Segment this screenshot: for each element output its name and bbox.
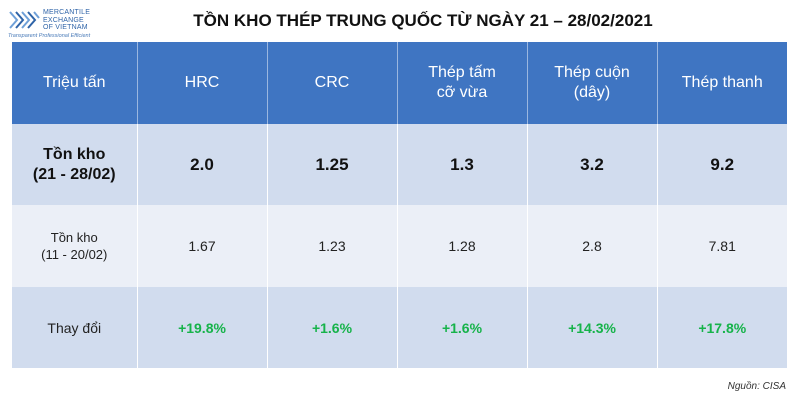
cell-value: 2.0 (137, 124, 268, 205)
cell-value: 1.23 (267, 205, 398, 287)
header-unit: Triệu tấn (12, 42, 138, 124)
row-label-line: Tồn kho (50, 230, 98, 245)
header-line: (dây) (573, 84, 611, 101)
mxv-logo: MERCANTILE EXCHANGE OF VIETNAM Transpare… (6, 6, 126, 40)
page-title: TỒN KHO THÉP TRUNG QUỐC TỪ NGÀY 21 – 28/… (193, 11, 653, 30)
cell-change: +1.6% (267, 287, 398, 368)
row-label-line: (21 - 28/02) (32, 165, 116, 183)
header-crc: CRC (267, 42, 398, 124)
header-line: cỡ vừa (436, 84, 488, 101)
logo-line: MERCANTILE (43, 9, 91, 16)
mxv-logo-mark-icon (9, 11, 40, 29)
cell-value: 2.8 (527, 205, 658, 287)
cell-value: 1.28 (397, 205, 528, 287)
cell-value: 9.2 (710, 154, 735, 174)
table-row: Tồn kho (11 - 20/02) 1.67 1.23 1.28 2.8 … (12, 205, 787, 287)
cell-value: 1.25 (267, 124, 398, 205)
header-hrc: HRC (137, 42, 268, 124)
cell-value: 1.67 (137, 205, 268, 287)
cell-change: +19.8% (137, 287, 268, 368)
logo-line: OF VIETNAM (43, 24, 88, 31)
table-row: Tồn kho (21 - 28/02) 2.0 1.25 1.3 3.2 9.… (12, 124, 787, 205)
header-line: CRC (314, 74, 350, 91)
table-header-row: Triệu tấn HRC CRC Thép tấm cỡ vừa Thép c… (12, 42, 787, 124)
row-label: Thay đổi (12, 287, 138, 368)
cell-change: +17.8% (698, 319, 747, 336)
table-row: Thay đổi +19.8% +1.6% +1.6% +14.3% +17.8… (12, 287, 787, 368)
logo-wordmark: MERCANTILE EXCHANGE OF VIETNAM (43, 9, 90, 32)
logo-line: EXCHANGE (43, 16, 84, 24)
cell-change: +14.3% (527, 287, 658, 368)
header-line: Thép tấm (428, 64, 496, 81)
row-label: Tồn kho (11 - 20/02) (12, 205, 138, 287)
row-label: Tồn kho (21 - 28/02) (12, 124, 138, 205)
header-line: Thép cuộn (554, 64, 630, 81)
steel-inventory-table: Triệu tấn HRC CRC Thép tấm cỡ vừa Thép c… (12, 42, 787, 368)
row-label-line: (11 - 20/02) (41, 247, 108, 262)
cell-value: 7.81 (708, 238, 736, 254)
header-line: Thép thanh (681, 74, 763, 91)
header-line: HRC (184, 74, 220, 91)
cell-change: +1.6% (397, 287, 528, 368)
header-wire-rod: Thép cuộn (dây) (527, 42, 658, 124)
logo-tagline: Transparent Professional Efficient (8, 33, 91, 39)
cell-value: 3.2 (527, 124, 658, 205)
cell-value: 1.3 (397, 124, 528, 205)
row-label-line: Tồn kho (43, 145, 106, 163)
source-note: Nguồn: CISA (727, 381, 786, 392)
header-medium-plate: Thép tấm cỡ vừa (397, 42, 528, 124)
header-rebar: Thép thanh (657, 42, 787, 124)
